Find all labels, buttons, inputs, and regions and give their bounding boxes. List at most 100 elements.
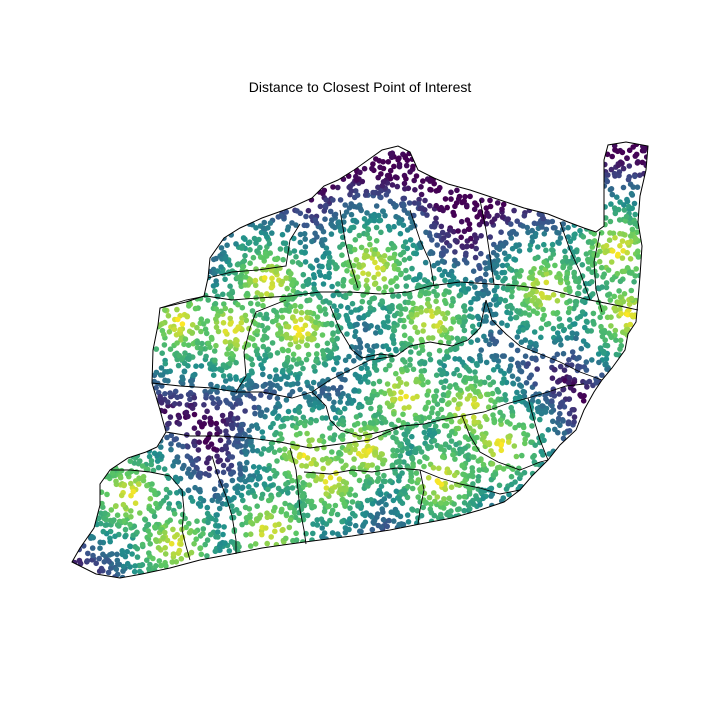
distance-point [386,172,393,179]
distance-point [265,346,272,353]
distance-point [337,399,344,405]
distance-point [260,225,267,231]
distance-point [319,387,326,393]
distance-point [208,441,215,448]
distance-point [366,480,373,486]
distance-point [483,318,489,324]
distance-point [258,292,265,298]
distance-point [319,433,326,440]
distance-point [626,163,633,169]
distance-point [554,298,561,304]
distance-point [310,530,316,537]
distance-point [198,328,204,335]
distance-point [507,230,513,237]
distance-point [489,219,495,225]
distance-point [396,477,402,484]
distance-point [478,347,485,353]
distance-point [429,237,435,243]
distance-point [375,174,382,181]
distance-point [122,526,129,533]
distance-point [247,247,253,253]
distance-point [349,499,356,505]
distance-point [603,242,610,249]
distance-point [634,184,641,190]
distance-point [340,418,347,425]
distance-point [312,400,318,407]
distance-point [100,528,107,535]
distance-point [608,259,615,265]
distance-point [413,250,420,257]
distance-point [132,563,138,569]
distance-point [336,450,342,457]
distance-point [532,381,538,387]
distance-point [319,473,325,479]
distance-point [248,380,255,386]
distance-point [397,395,404,402]
distance-point [177,326,183,333]
distance-point [274,350,281,356]
distance-point [552,262,558,269]
distance-point [254,503,260,510]
distance-point [380,509,386,515]
distance-point [438,223,445,230]
distance-point [401,180,408,187]
distance-point [285,296,292,303]
distance-point [483,314,489,320]
distance-point [527,339,534,346]
distance-point [539,403,545,409]
distance-point [341,500,348,507]
distance-point [490,379,497,386]
distance-point [243,532,249,538]
distance-point [465,226,472,232]
distance-point [426,335,432,341]
distance-point [359,298,366,305]
distance-point [488,485,495,492]
distance-point [523,400,529,407]
distance-point [234,443,241,450]
distance-point [351,456,357,462]
distance-point [158,562,164,569]
distance-point [224,399,231,406]
distance-point [332,502,339,509]
distance-point [297,419,304,426]
distance-point [418,368,425,375]
distance-point [477,501,483,508]
distance-point [220,291,226,298]
distance-point [254,328,261,334]
distance-point [397,311,404,318]
distance-point [448,418,455,425]
distance-point [242,431,248,438]
distance-point [137,510,143,516]
distance-point [189,322,196,328]
distance-point [409,478,415,485]
distance-point [469,323,476,330]
distance-point [302,322,309,329]
distance-point [507,310,514,317]
distance-point [304,512,311,519]
distance-point [426,351,433,358]
distance-point [319,263,325,270]
distance-point [367,305,374,311]
distance-point [596,359,602,366]
distance-point [395,293,402,299]
distance-point [122,553,129,560]
distance-point [389,396,396,403]
distance-point [614,148,621,155]
distance-point [374,511,381,517]
distance-point [118,492,125,499]
distance-point [188,378,194,384]
distance-point [499,320,505,326]
distance-point [327,425,333,431]
distance-point [342,529,349,536]
distance-point [289,259,296,265]
distance-point [543,321,550,328]
distance-point [222,540,228,546]
distance-point [220,373,227,379]
distance-point [567,324,573,330]
distance-point [377,164,383,171]
distance-point [222,256,229,262]
distance-point [335,281,341,287]
distance-point [396,155,402,161]
distance-point [347,323,354,330]
distance-point [176,414,183,421]
